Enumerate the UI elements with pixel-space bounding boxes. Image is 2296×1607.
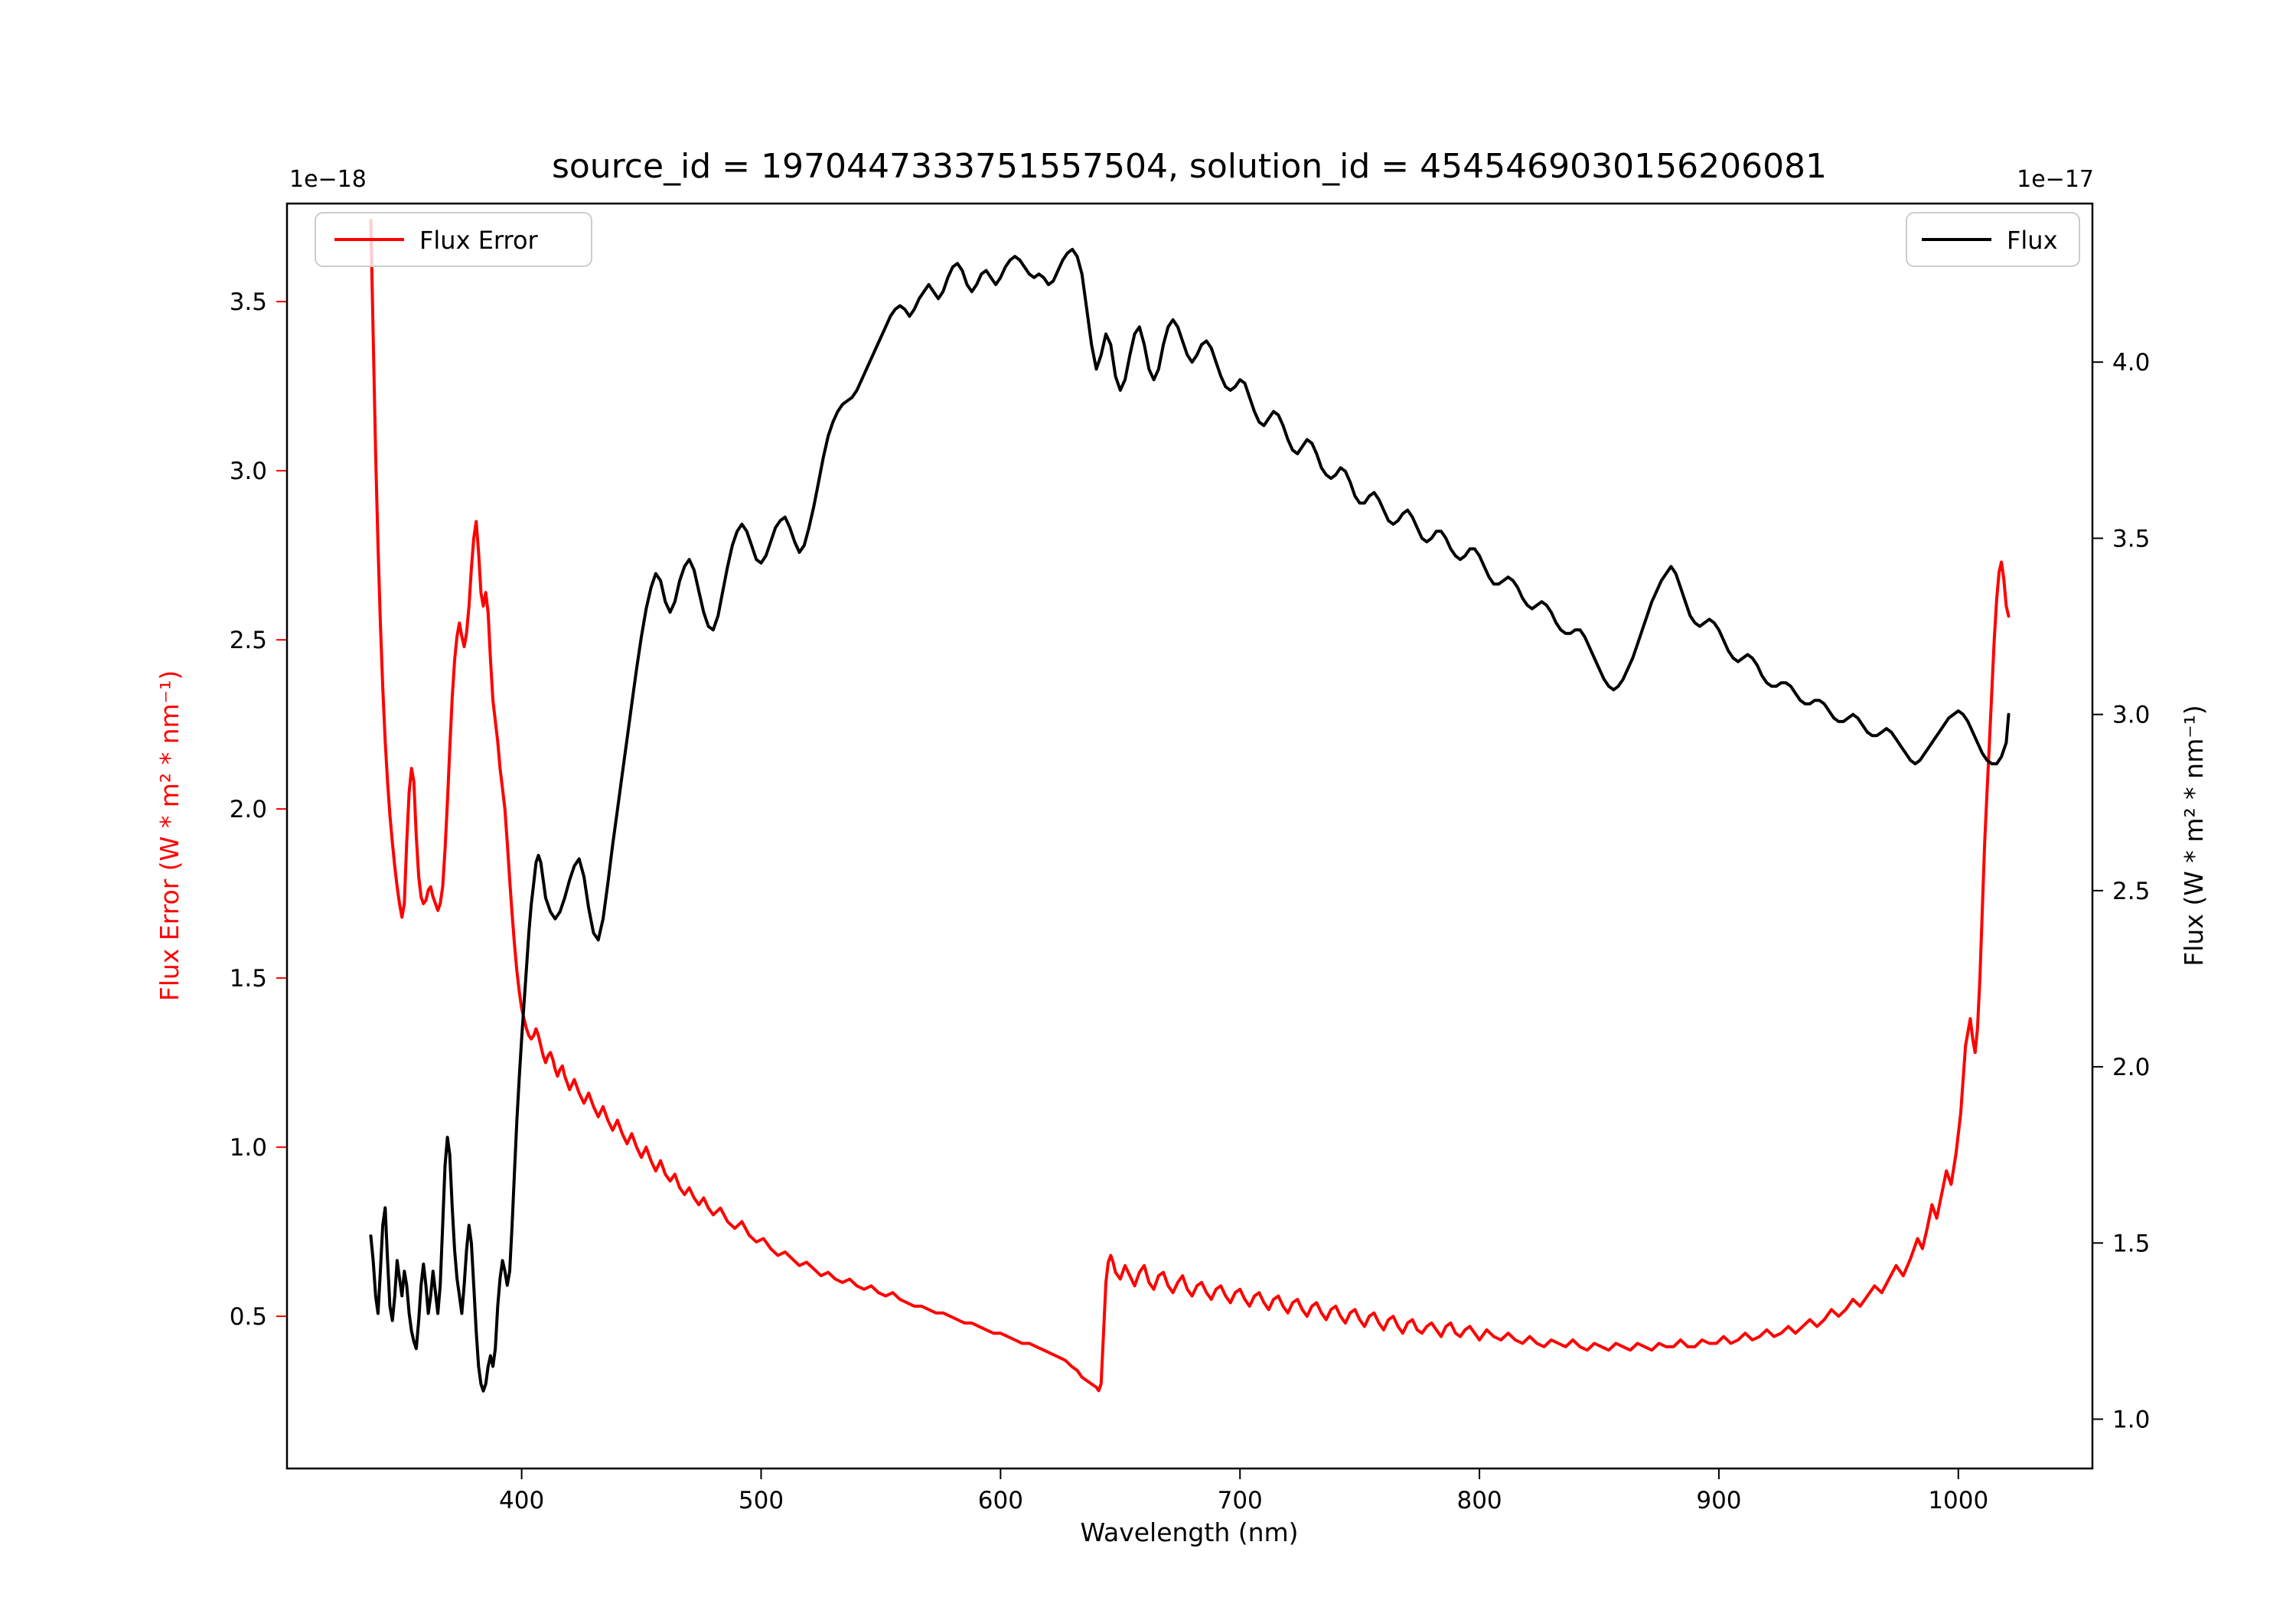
legend-flux-error-frame: [315, 212, 592, 267]
legend-flux: Flux: [1906, 212, 2080, 267]
right-axis-label: Flux (W * m² * nm⁻¹): [2179, 705, 2209, 966]
series-lines: [369, 219, 2011, 1393]
x-tick-label: 500: [739, 1487, 784, 1514]
plot-area: [287, 204, 2092, 1468]
legend-flux-error: Flux Error: [315, 212, 592, 267]
legend-flux-label: Flux: [2007, 226, 2058, 255]
right-tick-label: 1.5: [2112, 1230, 2150, 1257]
right-tick-label: 3.0: [2112, 702, 2150, 729]
x-tick-label: 400: [499, 1487, 544, 1514]
plot-border: [285, 202, 2094, 1470]
left-tick-label: 1.5: [230, 965, 267, 993]
x-axis-label: Wavelength (nm): [1080, 1517, 1298, 1547]
left-axis-label: Flux Error (W * m² * nm⁻¹): [155, 670, 184, 1001]
right-tick-label: 1.0: [2112, 1407, 2150, 1434]
x-tick-label: 1000: [1928, 1487, 1988, 1514]
right-axis-ticks: 1.0 1.5 2.0 2.5 3.0 3.5 4.0: [2092, 349, 2150, 1434]
series-line-flux-error: [369, 219, 2011, 1393]
left-tick-label: 2.5: [230, 627, 267, 654]
right-tick-label: 3.5: [2112, 525, 2150, 553]
x-tick-label: 600: [978, 1487, 1023, 1514]
left-tick-label: 1.0: [230, 1134, 267, 1162]
legend-flux-frame: [1906, 212, 2080, 267]
right-tick-label: 2.0: [2112, 1054, 2150, 1081]
left-offset-text: 1e−18: [289, 166, 367, 193]
left-tick-label: 3.0: [230, 458, 267, 485]
left-tick-label: 3.5: [230, 288, 267, 316]
x-axis-ticks: 400 500 600 700 800 900 1000: [499, 1468, 1988, 1514]
left-tick-label: 0.5: [230, 1303, 267, 1331]
legend-flux-error-label: Flux Error: [419, 226, 539, 255]
x-tick-label: 900: [1696, 1487, 1741, 1514]
chart-title: source_id = 1970447333751557504, solutio…: [552, 147, 1827, 186]
series-line-flux: [369, 247, 2011, 1393]
right-tick-label: 4.0: [2112, 349, 2150, 376]
right-offset-text: 1e−17: [2017, 166, 2094, 193]
right-tick-label: 2.5: [2112, 878, 2150, 905]
left-axis-ticks: 0.5 1.0 1.5 2.0 2.5 3.0 3.5: [230, 288, 287, 1331]
left-tick-label: 2.0: [230, 796, 267, 823]
x-tick-label: 800: [1456, 1487, 1502, 1514]
x-tick-label: 700: [1218, 1487, 1263, 1514]
